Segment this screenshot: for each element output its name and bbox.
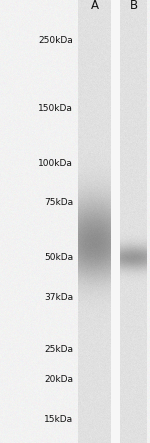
Text: B: B <box>129 0 138 12</box>
Text: 150kDa: 150kDa <box>38 104 73 113</box>
Text: 50kDa: 50kDa <box>44 253 73 261</box>
Text: 25kDa: 25kDa <box>44 346 73 354</box>
Text: 250kDa: 250kDa <box>38 35 73 44</box>
Text: 20kDa: 20kDa <box>44 376 73 385</box>
Text: A: A <box>90 0 99 12</box>
Text: 37kDa: 37kDa <box>44 292 73 302</box>
Text: 15kDa: 15kDa <box>44 415 73 424</box>
Text: 75kDa: 75kDa <box>44 198 73 206</box>
Text: 100kDa: 100kDa <box>38 159 73 167</box>
